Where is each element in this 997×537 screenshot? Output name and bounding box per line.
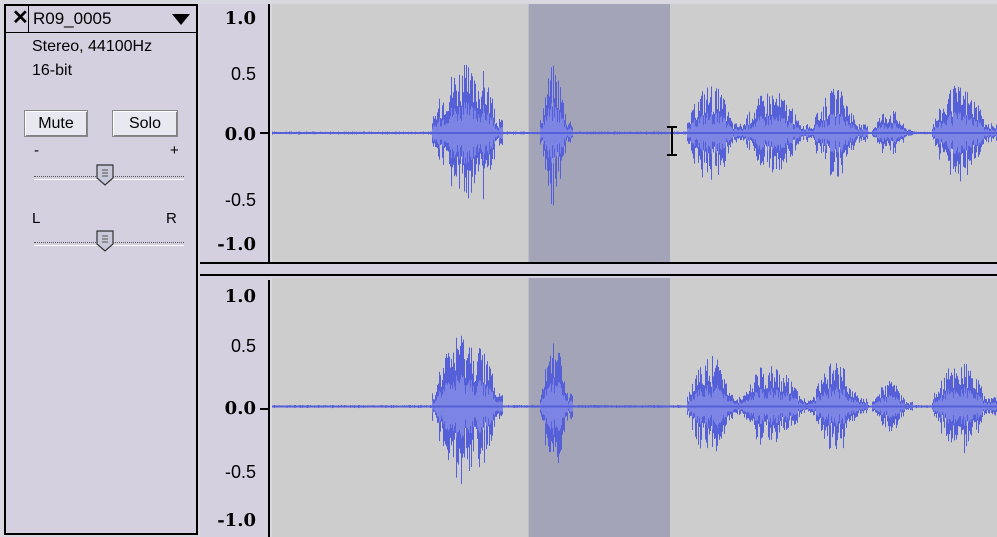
ruler-tick-label: -1.0 (217, 234, 256, 255)
track-control-panel: ✕ R09_0005 Stereo, 44100Hz 16-bit Mute S… (4, 4, 198, 535)
pan-left-label: L (32, 210, 41, 227)
pan-slider[interactable] (34, 220, 186, 252)
ruler-tick-label: 0.0 (224, 398, 256, 419)
ruler-tick-label: 1.0 (224, 286, 256, 307)
gain-plus-label: + (170, 142, 179, 159)
track-bit-depth-info: 16-bit (32, 62, 73, 79)
close-track-button[interactable]: ✕ (12, 7, 29, 29)
pan-right-label: R (166, 210, 177, 227)
ruler-tick-label: -0.5 (224, 190, 256, 210)
gain-minus-label: - (34, 142, 39, 159)
waveform-channel-right[interactable] (272, 278, 997, 537)
waveform-left-svg (272, 4, 997, 262)
waveform-right-svg (272, 278, 997, 537)
separator-line (200, 274, 997, 276)
ruler-tick-label: -1.0 (217, 510, 256, 531)
ruler-zero-tick (260, 132, 270, 134)
waveform-channel-left[interactable] (272, 4, 997, 262)
channel-separator[interactable] (200, 262, 997, 278)
ruler-tick-label: 1.0 (224, 8, 256, 29)
track-title-bar: ✕ R09_0005 (6, 6, 196, 33)
solo-button[interactable]: Solo (112, 110, 178, 137)
pan-slider-thumb-icon[interactable] (96, 230, 114, 252)
ruler-tick-label: 0.5 (230, 336, 256, 356)
ruler-tick-label: 0.5 (230, 64, 256, 84)
gain-slider[interactable] (34, 154, 186, 186)
ruler-zero-tick (260, 408, 270, 410)
text-cursor-icon (667, 126, 677, 156)
gain-slider-thumb-icon[interactable] (96, 164, 114, 186)
track-format-info: Stereo, 44100Hz (32, 38, 153, 55)
ruler-tick-label: 0.0 (224, 124, 256, 145)
track-name-menu[interactable]: R09_0005 (28, 6, 168, 32)
track-menu-dropdown-icon[interactable] (172, 14, 190, 25)
mute-button[interactable]: Mute (24, 110, 88, 137)
ruler-tick-label: -0.5 (224, 462, 256, 482)
separator-line (200, 262, 997, 264)
